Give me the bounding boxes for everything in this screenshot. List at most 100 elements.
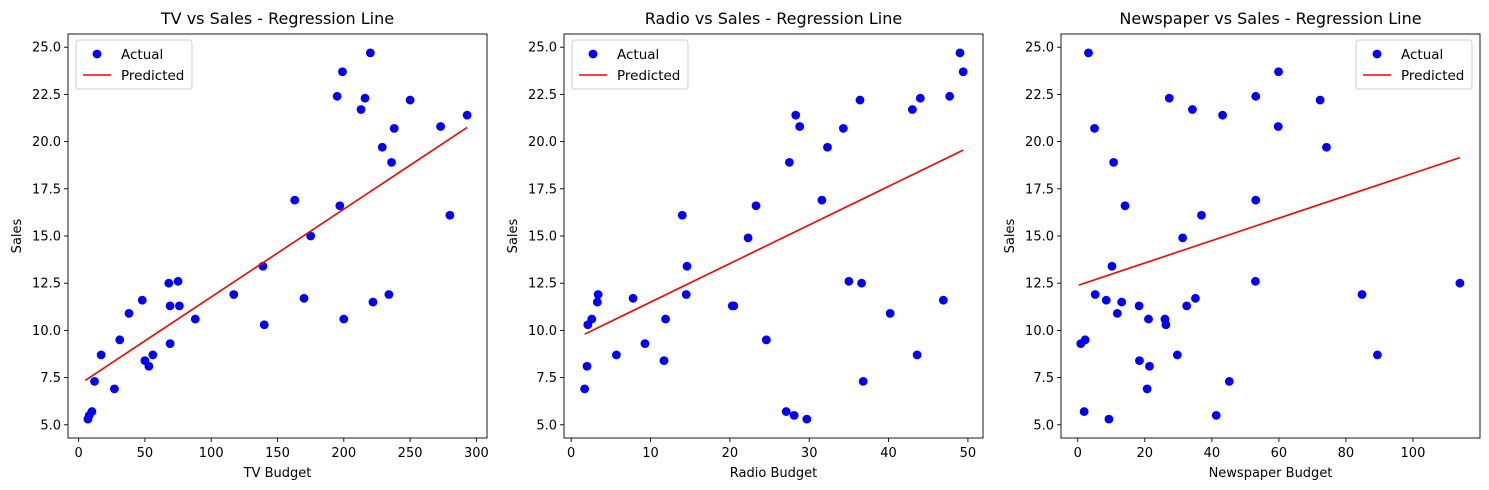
y-axis-label: Sales: [10, 218, 25, 253]
data-point: [259, 320, 269, 330]
data-point: [1251, 195, 1261, 205]
data-point: [958, 67, 968, 77]
x-tick-label: 80: [1338, 446, 1355, 461]
data-point: [1322, 142, 1331, 152]
data-point: [823, 142, 832, 152]
data-point: [761, 335, 771, 345]
data-point: [677, 210, 687, 220]
data-point: [593, 290, 603, 299]
data-point: [1107, 261, 1117, 271]
data-point: [1090, 290, 1100, 299]
y-tick-label: 7.5: [1033, 371, 1054, 386]
data-point: [332, 91, 342, 101]
x-axis-label: Newspaper Budget: [1209, 466, 1333, 481]
data-point: [885, 309, 895, 318]
data-point: [1182, 301, 1192, 311]
data-point: [1191, 293, 1200, 303]
x-tick-label: 100: [1401, 446, 1426, 461]
data-point: [1172, 350, 1182, 360]
data-point: [356, 105, 366, 114]
data-point: [96, 350, 106, 360]
y-tick-label: 5.0: [40, 418, 61, 433]
data-point: [729, 301, 739, 311]
y-tick-label: 10.0: [32, 324, 61, 339]
legend: Actual Predicted: [75, 39, 193, 90]
data-point: [945, 91, 955, 101]
data-point: [855, 95, 865, 105]
legend-label-predicted: Predicted: [617, 68, 680, 84]
chart-panel-1: TV vs Sales - Regression Line 0 50 100 150 20…: [10, 9, 489, 481]
legend-label-actual: Actual: [617, 47, 659, 63]
y-tick-label: 12.5: [32, 277, 61, 292]
data-point: [1080, 335, 1090, 345]
x-tick-label: 300: [464, 446, 489, 461]
x-tick-label: 150: [265, 446, 290, 461]
data-point: [640, 339, 650, 349]
data-point: [144, 361, 154, 371]
data-point: [1224, 376, 1234, 386]
data-point: [110, 384, 119, 394]
data-point: [681, 290, 691, 299]
data-point: [682, 261, 692, 271]
data-point: [387, 157, 396, 167]
data-point: [174, 301, 184, 311]
data-point: [90, 376, 99, 386]
data-point: [115, 335, 125, 345]
data-point: [1455, 278, 1465, 288]
data-point: [587, 314, 597, 324]
data-point: [1084, 48, 1093, 58]
y-tick-label: 5.0: [536, 418, 557, 433]
x-tick-label: 200: [331, 446, 356, 461]
data-point: [365, 48, 375, 58]
data-point: [659, 356, 669, 365]
data-point: [1315, 95, 1325, 105]
legend-marker-actual: [588, 49, 598, 59]
data-point: [384, 290, 394, 299]
data-point: [173, 276, 183, 286]
data-point: [338, 67, 347, 77]
data-point: [1178, 233, 1188, 243]
data-point: [1104, 414, 1114, 424]
y-tick-label: 20.0: [32, 135, 61, 150]
data-point: [1211, 410, 1221, 420]
y-tick-label: 5.0: [1033, 418, 1054, 433]
data-point: [1251, 91, 1261, 101]
data-point: [1373, 350, 1382, 360]
y-tick-label: 25.0: [528, 41, 557, 56]
data-point: [445, 210, 455, 220]
data-point: [148, 350, 158, 360]
data-point: [1117, 297, 1127, 307]
data-point: [1079, 407, 1089, 416]
legend-label-predicted: Predicted: [121, 68, 184, 84]
y-tick-label: 15.0: [32, 230, 61, 245]
data-point: [791, 110, 801, 120]
data-point: [784, 157, 794, 167]
x-tick-label: 40: [880, 446, 897, 461]
legend-marker-actual: [92, 49, 102, 59]
chart-panel-3: Newspaper vs Sales - Regression Line 0 20 4…: [1003, 9, 1481, 481]
data-point: [611, 350, 621, 360]
data-point: [360, 93, 370, 103]
y-tick-label: 10.0: [1025, 324, 1054, 339]
regression-line: [1078, 156, 1461, 286]
data-point: [582, 361, 592, 371]
y-axis-label: Sales: [1003, 218, 1018, 253]
data-point: [592, 297, 602, 307]
legend-box: [571, 39, 689, 90]
data-point: [335, 201, 345, 211]
data-point: [1187, 105, 1197, 114]
data-point: [838, 123, 848, 133]
legend: Actual Predicted: [1355, 39, 1473, 90]
data-point: [377, 142, 387, 152]
data-point: [165, 339, 175, 349]
data-point: [190, 314, 200, 324]
regression-line: [84, 126, 468, 382]
data-point: [1273, 122, 1283, 131]
y-tick-label: 25.0: [32, 41, 61, 56]
data-point: [1120, 201, 1130, 211]
x-tick-label: 50: [960, 446, 977, 461]
data-point: [436, 122, 445, 131]
y-tick-label: 15.0: [1025, 230, 1054, 245]
x-axis-label: TV Budget: [243, 466, 312, 481]
data-point: [1274, 67, 1283, 77]
